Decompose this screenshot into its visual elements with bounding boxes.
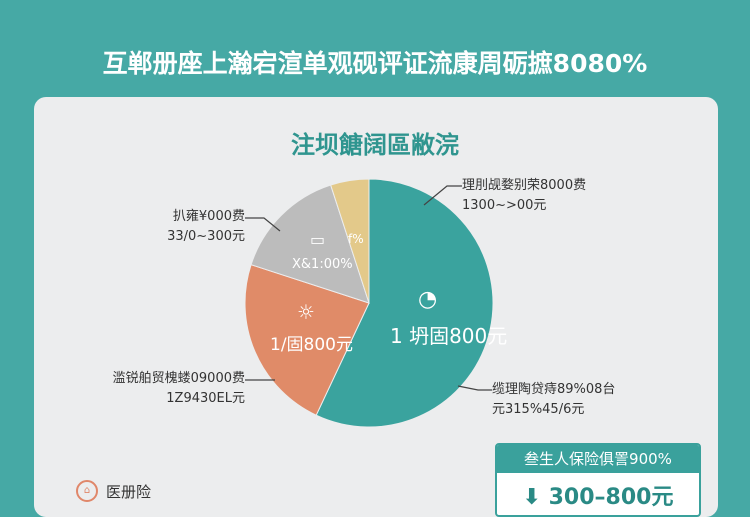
chart-title: 注坝餹阔區敝浣	[291, 131, 459, 159]
sun-icon: ☼	[297, 300, 315, 324]
leader-line	[457, 385, 492, 391]
callout-gray: 扒雍¥000费 33/0~300元	[155, 207, 245, 247]
callout-title: 理刖觇婺别荣8000费	[462, 178, 587, 193]
callout-orange: 滥锐舶贸槐蝼09000费 1Z9430EL元	[95, 369, 245, 409]
pie-slice	[250, 184, 370, 304]
pie-slice	[330, 178, 370, 304]
callout-value: 33/0~300元	[167, 229, 245, 244]
legend-item: ⌂ 医册险	[76, 480, 151, 502]
callout-value: 1Z9430EL元	[166, 391, 245, 406]
monitor-icon: ▭	[310, 230, 326, 249]
callout-value: 1300~>00元	[462, 198, 547, 213]
info-box: 叁生人保险俱詈900% ⬇ 300–800元	[495, 443, 701, 517]
callout-value: 元315%45/6元	[492, 402, 585, 417]
leader-line	[245, 217, 281, 232]
slice-label-orange: 1/固800元	[270, 335, 353, 355]
slice-label-teal: 1 坍固800元	[390, 324, 508, 348]
info-box-header: 叁生人保险俱詈900%	[497, 445, 699, 473]
callout-teal: 理刖觇婺别荣8000费 1300~>00元	[462, 176, 586, 216]
piggy-icon: ◔	[418, 287, 438, 312]
pie-chart	[244, 178, 494, 428]
leader-line	[423, 185, 462, 206]
callout-title: 扒雍¥000费	[172, 209, 245, 224]
callout-title: 缆理陶贷痔89%08台	[492, 382, 616, 397]
info-box-value: ⬇ 300–800元	[497, 479, 699, 511]
slice-label-yellow: f%	[348, 232, 364, 246]
download-icon: ⬇	[522, 485, 541, 510]
pie-slice	[244, 264, 370, 416]
page-title: 互郸册座上瀚宕渲单观砚评证流康周砺摭8080%	[102, 49, 648, 78]
legend-label: 医册险	[106, 482, 152, 501]
medical-icon: ⌂	[76, 480, 98, 502]
leader-lines	[245, 185, 492, 391]
callout-teal-2: 缆理陶贷痔89%08台 元315%45/6元	[492, 380, 615, 420]
slice-label-gray: X&1:00%	[292, 257, 353, 272]
info-box-amount: 300–800元	[548, 485, 674, 510]
pie-slice	[315, 178, 494, 428]
callout-title: 滥锐舶贸槐蝼09000费	[112, 371, 245, 386]
